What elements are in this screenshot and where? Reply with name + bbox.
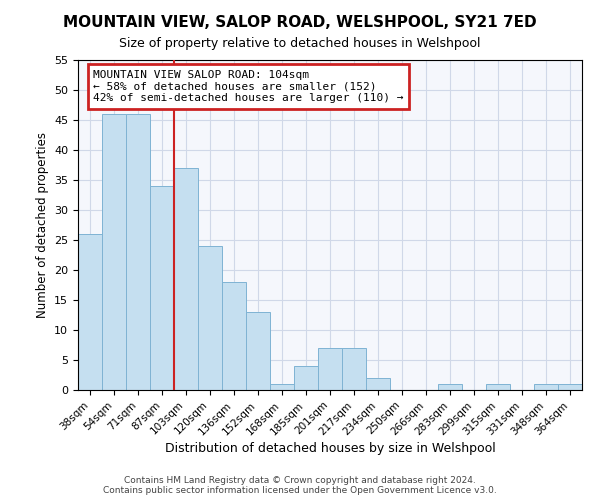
Bar xyxy=(342,348,366,390)
Text: Size of property relative to detached houses in Welshpool: Size of property relative to detached ho… xyxy=(119,38,481,51)
Text: MOUNTAIN VIEW SALOP ROAD: 104sqm
← 58% of detached houses are smaller (152)
42% : MOUNTAIN VIEW SALOP ROAD: 104sqm ← 58% o… xyxy=(93,70,404,103)
Bar xyxy=(246,312,270,390)
Bar xyxy=(150,186,174,390)
Bar xyxy=(198,246,222,390)
Bar xyxy=(366,378,390,390)
Bar xyxy=(438,384,462,390)
Bar xyxy=(486,384,510,390)
Y-axis label: Number of detached properties: Number of detached properties xyxy=(35,132,49,318)
Bar xyxy=(534,384,558,390)
Bar xyxy=(102,114,126,390)
Bar xyxy=(126,114,150,390)
Bar xyxy=(270,384,294,390)
Bar xyxy=(294,366,318,390)
Text: MOUNTAIN VIEW, SALOP ROAD, WELSHPOOL, SY21 7ED: MOUNTAIN VIEW, SALOP ROAD, WELSHPOOL, SY… xyxy=(63,15,537,30)
Bar xyxy=(318,348,342,390)
Bar xyxy=(222,282,246,390)
X-axis label: Distribution of detached houses by size in Welshpool: Distribution of detached houses by size … xyxy=(164,442,496,455)
Text: Contains HM Land Registry data © Crown copyright and database right 2024.
Contai: Contains HM Land Registry data © Crown c… xyxy=(103,476,497,495)
Bar xyxy=(558,384,582,390)
Bar xyxy=(174,168,198,390)
Bar xyxy=(78,234,102,390)
